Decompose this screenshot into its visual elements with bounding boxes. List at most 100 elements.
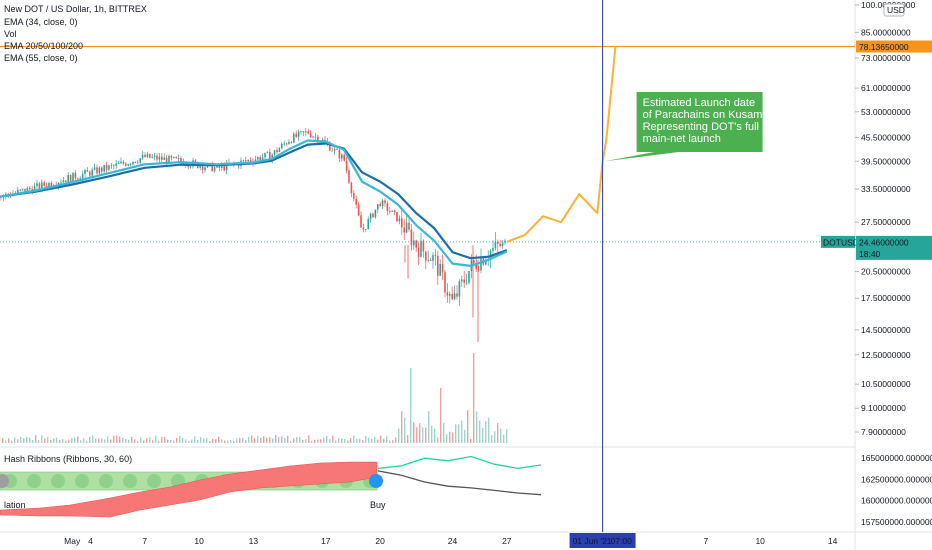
volume-bar (290, 440, 292, 443)
volume-bar (131, 436, 133, 443)
volume-bar (503, 434, 505, 443)
volume-bar (140, 437, 142, 443)
ribbon-dot (75, 474, 89, 488)
y-tick-label: 20.50000000 (861, 267, 911, 277)
candle-body (19, 189, 21, 191)
volume-bar (167, 439, 169, 443)
volume-bar (218, 436, 220, 443)
volume-bar (56, 437, 58, 443)
legend-item: EMA (34, close, 0) (4, 17, 78, 27)
volume-bar (281, 436, 283, 443)
candle-body (451, 293, 453, 300)
annotation-line-1: Estimated Launch date (643, 97, 756, 109)
ribbon-dot (27, 474, 41, 488)
candle-body (62, 180, 65, 183)
y-tick-label: 85.00000000 (861, 27, 911, 37)
candle-body (338, 149, 341, 159)
candle-body (417, 247, 420, 257)
candle-body (293, 133, 295, 143)
candle-body (290, 141, 293, 143)
volume-bar (296, 437, 298, 443)
candle-body (153, 155, 156, 157)
candle-body (180, 158, 182, 162)
candle-body (480, 258, 482, 271)
candle-body (379, 204, 381, 206)
volume-bar (44, 438, 46, 443)
candle-body (432, 254, 434, 261)
volume-bar (209, 440, 211, 443)
volume-bar (158, 440, 160, 443)
buy-signal-dot[interactable] (369, 474, 383, 488)
volume-bar (323, 437, 325, 443)
volume-bar (260, 438, 262, 443)
x-tick-label: 10 (755, 536, 765, 546)
candle-body (422, 240, 425, 252)
volume-bar (320, 439, 322, 443)
volume-bar (77, 436, 79, 443)
candle-body (410, 229, 413, 246)
y-tick-label: 14.50000000 (861, 325, 911, 335)
candle-body (377, 204, 379, 210)
volume-bar (359, 438, 361, 443)
candle-body (374, 209, 377, 218)
candle-body (420, 240, 422, 257)
candle-body (329, 143, 331, 151)
y-tick-label: 39.50000000 (861, 156, 911, 166)
volume-bar (182, 438, 184, 443)
volume-bar (473, 353, 475, 443)
ticker-price: 24.46000000 (859, 237, 909, 247)
indicator-left-label: lation (4, 500, 26, 510)
candle-body (468, 271, 470, 283)
volume-bar (176, 437, 178, 443)
volume-bar (59, 440, 61, 443)
volume-bar (431, 425, 433, 443)
volume-bar (212, 438, 214, 443)
date-marker-date: 01 Jun '21 (573, 536, 612, 546)
candle-body (473, 260, 475, 264)
volume-bar (110, 439, 112, 443)
volume-bar (491, 435, 493, 443)
volume-bar (476, 411, 478, 443)
candle-body (494, 241, 497, 248)
candle-body (350, 182, 353, 194)
candle-body (161, 156, 163, 160)
volume-bar (500, 428, 502, 443)
x-tick-label: 13 (249, 536, 259, 546)
volume-bar (293, 438, 295, 443)
indicator-y-tick-label: 160000000.00000000 (861, 496, 932, 506)
candle-body (336, 148, 338, 150)
y-tick-label: 45.50000000 (861, 132, 911, 142)
currency-badge[interactable] (883, 3, 905, 17)
volume-bar (146, 438, 148, 443)
volume-bar (407, 435, 409, 443)
volume-bar (149, 437, 151, 443)
candle-body (43, 182, 45, 186)
legend-item: Vol (4, 29, 17, 39)
target-price-label: 78.13650000 (859, 42, 909, 52)
volume-bar (356, 438, 358, 443)
candle-body (317, 136, 319, 143)
volume-bar (14, 437, 16, 443)
candle-body (103, 165, 105, 172)
x-tick-label: 27 (502, 536, 512, 546)
candle-body (199, 166, 201, 168)
volume-bar (191, 439, 193, 443)
indicator-y-tick-label: 157500000.00000000 (861, 517, 932, 527)
candle-body (408, 222, 410, 230)
candle-body (389, 211, 391, 212)
candle-body (146, 153, 149, 158)
candle-body (29, 187, 31, 190)
candle-body (446, 292, 449, 296)
candle-body (353, 193, 355, 199)
candle-body (77, 178, 79, 180)
volume-bar (236, 438, 238, 443)
candle-body (38, 183, 41, 189)
candle-body (285, 143, 288, 145)
candle-body (211, 163, 213, 172)
candle-body (60, 182, 62, 184)
volume-bar (95, 438, 97, 443)
candle-body (81, 173, 84, 179)
volume-bar (455, 424, 457, 443)
candle-body (33, 186, 36, 193)
